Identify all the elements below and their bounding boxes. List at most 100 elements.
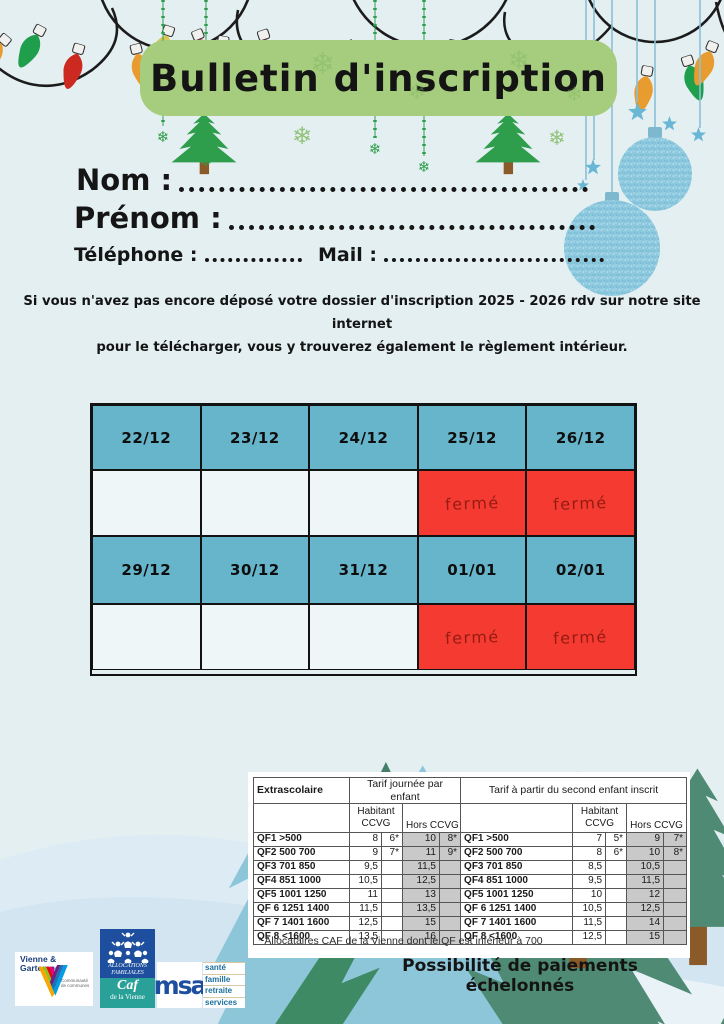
price-cell xyxy=(438,902,462,917)
price-cell: 12,5 xyxy=(402,874,440,889)
price-cell xyxy=(663,930,688,945)
calendar-open-cell xyxy=(309,470,418,536)
qf-label: QF3 701 850 xyxy=(460,860,574,875)
price-cell: 9* xyxy=(438,846,462,861)
pricing-row: QF 7 1401 1600 12,5 15 QF 7 1401 1600 11,5 14 xyxy=(253,916,688,931)
pricing-blank-header xyxy=(460,803,574,833)
snowflake-icon: ❄ xyxy=(408,80,427,105)
firstname-field-row: Prénom : xyxy=(74,201,595,235)
price-cell: 14 xyxy=(626,916,665,931)
calendar-closed-cell: fermé xyxy=(417,470,527,536)
pricing-row: QF3 701 850 9,5 11,5 QF3 701 850 8,5 10,5 xyxy=(253,860,688,875)
price-cell xyxy=(663,902,688,917)
calendar-date-cell: 29/12 xyxy=(92,536,201,604)
price-cell xyxy=(438,930,462,945)
snowflake-icon: ❄ xyxy=(292,122,313,150)
holiday-calendar-table: 22/12 23/12 24/12 25/12 26/12 fermé fermé 29/12… xyxy=(90,403,637,676)
qf-label: QF 7 1401 1600 xyxy=(253,916,350,931)
vienne-v-icon xyxy=(38,965,68,998)
price-cell: 5* xyxy=(605,832,628,847)
price-cell: 13 xyxy=(402,888,440,903)
name-input-line[interactable] xyxy=(179,187,588,192)
name-label: Nom : xyxy=(76,163,173,197)
pricing-footnote: * Allocataires CAF de la Vienne dont le … xyxy=(258,935,543,947)
msa-service-label: santé xyxy=(203,962,245,974)
pricing-row: QF4 851 1000 10,5 12,5 QF4 851 1000 9,5 11,5 xyxy=(253,874,688,889)
price-cell: 15 xyxy=(626,930,665,945)
calendar-open-cell xyxy=(92,470,201,536)
pricing-row: QF2 500 700 9 7* 11 9* QF2 500 700 8 6* 10 8* xyxy=(253,846,688,861)
caf-family-figures-icon xyxy=(107,932,148,963)
caf-logo-top: ALLOCATIONS FAMILIALES xyxy=(100,929,155,978)
price-cell: 7* xyxy=(381,846,403,861)
price-cell: 7* xyxy=(663,832,688,847)
calendar-date-cell: 24/12 xyxy=(309,405,418,470)
snowflake-icon: ❄ xyxy=(310,47,336,82)
qf-label: QF5 1001 1250 xyxy=(253,888,350,903)
price-cell xyxy=(605,888,628,903)
snowflake-icon: ❄ xyxy=(548,126,566,150)
price-cell xyxy=(381,888,403,903)
price-cell: 10 xyxy=(572,888,607,903)
pricing-row: QF 6 1251 1400 11,5 13,5 QF 6 1251 1400 10,5… xyxy=(253,902,688,917)
price-cell: 10 xyxy=(402,832,440,847)
phone-input-line[interactable] xyxy=(204,258,302,262)
qf-label: QF1 >500 xyxy=(253,832,350,847)
msa-service-label: famille xyxy=(203,973,245,985)
price-cell: 11,5 xyxy=(572,916,607,931)
qf-label: QF2 500 700 xyxy=(253,846,350,861)
price-cell: 6* xyxy=(381,832,403,847)
price-cell xyxy=(663,874,688,889)
price-cell xyxy=(438,888,462,903)
price-cell xyxy=(663,888,688,903)
phone-field-row: Téléphone : xyxy=(74,244,302,266)
msa-service-label: services xyxy=(203,996,245,1008)
price-cell: 12,5 xyxy=(572,930,607,945)
price-cell: 7 xyxy=(572,832,607,847)
price-cell: 10,5 xyxy=(349,874,382,889)
price-cell xyxy=(605,902,628,917)
price-cell: 8 xyxy=(572,846,607,861)
calendar-open-cell xyxy=(200,604,310,670)
qf-label: QF4 851 1000 xyxy=(460,874,574,889)
price-cell xyxy=(438,860,462,875)
firstname-input-line[interactable] xyxy=(228,225,595,230)
pricing-group-header-day: Tarif journée par enfant xyxy=(348,777,462,804)
price-cell xyxy=(605,930,628,945)
pricing-habitant-header: Habitant CCVG xyxy=(572,803,628,833)
qf-label: QF2 500 700 xyxy=(460,846,574,861)
caf-logo: ALLOCATIONS FAMILIALES Caf de la Vienne xyxy=(100,929,155,1008)
calendar-closed-cell: fermé xyxy=(526,604,635,670)
caf-allocations-text: ALLOCATIONS FAMILIALES xyxy=(108,963,147,976)
price-cell: 10,5 xyxy=(626,860,665,875)
qf-label: QF1 >500 xyxy=(460,832,574,847)
calendar-date-cell: 25/12 xyxy=(417,405,527,470)
calendar-open-cell xyxy=(309,604,418,670)
price-cell: 16 xyxy=(402,930,440,945)
price-cell xyxy=(605,874,628,889)
pricing-habitant-header: Habitant CCVG xyxy=(349,803,403,833)
msa-brand: msa xyxy=(153,970,208,1000)
qf-label: QF5 1001 1250 xyxy=(460,888,574,903)
vienne-gartempe-logo: Vienne &Gartempe Communauté de communes xyxy=(15,952,93,1006)
price-cell: 12,5 xyxy=(349,916,382,931)
price-cell: 8,5 xyxy=(572,860,607,875)
calendar-open-cell xyxy=(200,470,310,536)
price-cell xyxy=(438,874,462,889)
pricing-row: QF5 1001 1250 11 13 QF5 1001 1250 10 12 xyxy=(253,888,688,903)
snowflake-icon: ❄ xyxy=(508,46,530,76)
qf-label: QF 6 1251 1400 xyxy=(253,902,350,917)
price-cell xyxy=(381,902,403,917)
price-cell: 12,5 xyxy=(626,902,665,917)
page-title: Bulletin d'inscription xyxy=(150,56,607,100)
calendar-closed-cell: fermé xyxy=(526,470,635,536)
price-cell: 11 xyxy=(349,888,382,903)
caf-region: de la Vienne xyxy=(110,993,145,1001)
vienne-gartempe-subtitle: Communauté de communes xyxy=(61,978,90,988)
mail-input-line[interactable] xyxy=(383,258,604,262)
price-cell: 11,5 xyxy=(402,860,440,875)
price-cell xyxy=(381,874,403,889)
pricing-row: QF1 >500 8 6* 10 8* QF1 >500 7 5* 9 7* xyxy=(253,832,688,847)
calendar-date-cell: 22/12 xyxy=(92,405,201,470)
